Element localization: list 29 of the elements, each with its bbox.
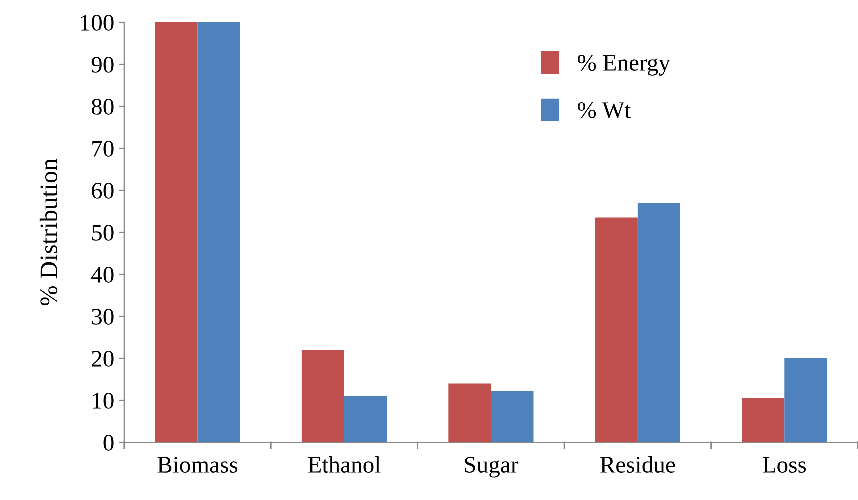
y-axis-title: % Distribution [40,158,58,306]
y-tick-label: 80 [92,98,114,115]
y-tick-label: 50 [92,224,114,241]
y-tick-label: 60 [92,182,114,199]
bar [448,384,492,442]
bar [491,391,534,442]
bar [344,396,388,442]
y-tick-label: 100 [81,14,114,31]
bar [302,350,344,442]
bar [638,203,680,442]
y-tick-label: 90 [92,56,114,73]
y-tick-label: 30 [92,308,114,325]
legend-label: % Wt [578,102,632,119]
x-tick-label: Sugar [465,457,519,478]
x-tick-label: Biomass [158,457,238,474]
x-tick-label: Loss [763,457,806,474]
x-tick-label: Ethanol [308,456,381,474]
y-tick-label: 10 [93,392,114,409]
y-tick-label: 40 [92,266,114,283]
y-tick-label: 70 [92,140,114,157]
bar [155,22,198,442]
bar [595,218,638,442]
legend-label: % Energy [578,55,670,76]
bar [742,398,785,442]
bar [784,358,828,442]
bar [198,22,240,442]
y-tick-label: 20 [92,350,114,367]
x-tick-label: Residue [600,456,676,474]
y-tick-label: 0 [104,434,114,451]
